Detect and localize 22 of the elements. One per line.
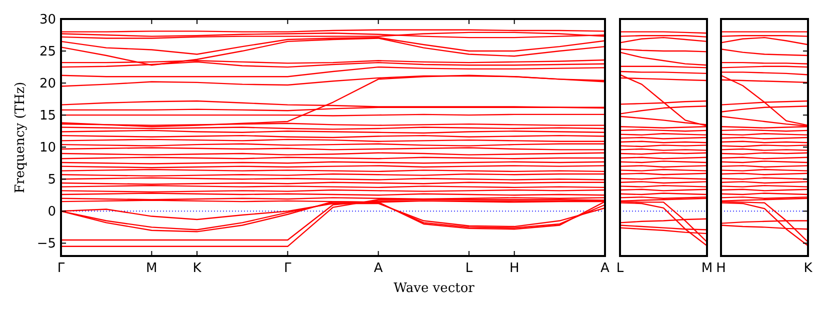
x-tick-label: Γ	[284, 261, 292, 276]
x-tick-label: H	[509, 261, 520, 276]
y-tick-label: 25	[39, 44, 56, 60]
y-tick-label: −5	[36, 236, 56, 252]
y-tick-label: 5	[48, 172, 56, 188]
y-tick-label: 10	[39, 140, 56, 156]
y-tick-label: 30	[39, 12, 56, 28]
y-tick-label: 15	[39, 108, 56, 124]
x-tick-label: K	[804, 261, 813, 276]
y-axis-title: Frequency (THz)	[13, 82, 28, 194]
x-tick-label: A	[374, 261, 383, 276]
x-tick-label: M	[701, 261, 713, 276]
y-tick-label: 0	[48, 204, 56, 220]
x-axis-title: Wave vector	[394, 281, 476, 296]
x-tick-label: K	[192, 261, 202, 276]
x-tick-label: L	[616, 261, 624, 276]
x-tick-label: Γ	[57, 261, 66, 276]
x-tick-label: H	[716, 261, 726, 276]
x-tick-label: M	[146, 261, 158, 276]
x-tick-label: A	[600, 261, 610, 276]
y-tick-label: 20	[39, 76, 56, 92]
x-tick-label: L	[465, 261, 474, 276]
